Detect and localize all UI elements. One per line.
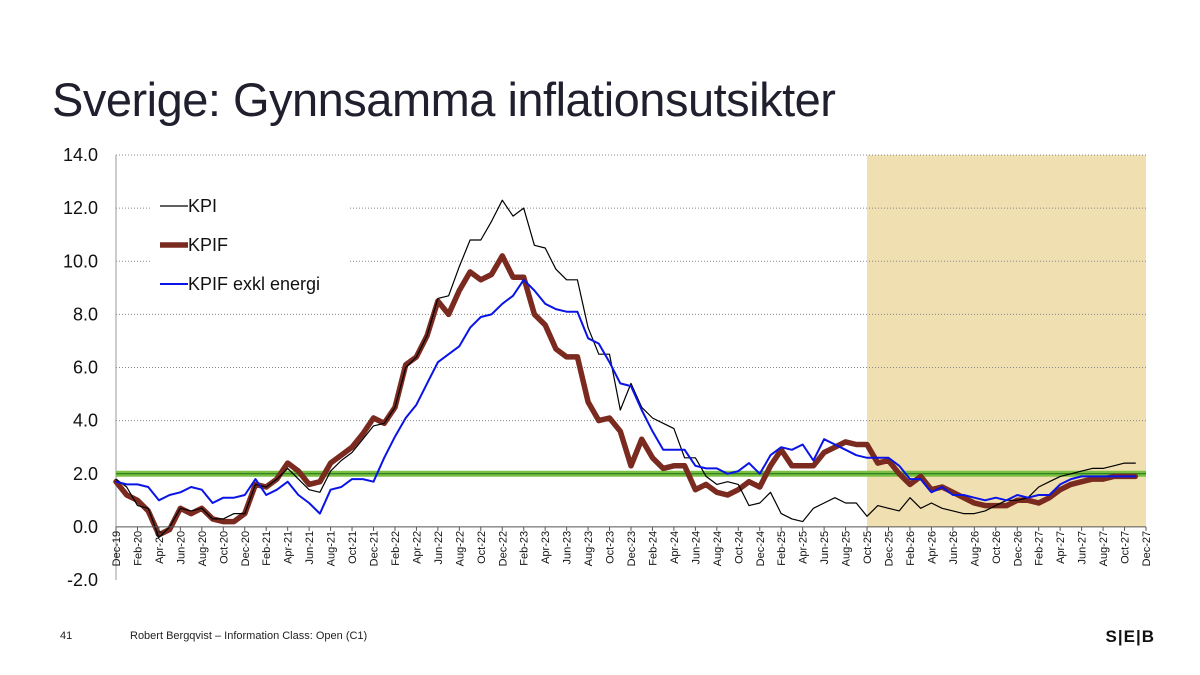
legend-label: KPI [188, 196, 217, 216]
y-axis: 14.0 12.0 10.0 8.0 6.0 4.0 2.0 0.0 -2.0 [63, 145, 117, 590]
series-line-kpif-exkl-energi [115, 278, 1137, 515]
x-tick-label: Oct-24 [733, 531, 745, 564]
x-tick-label: Aug-21 [326, 531, 338, 566]
x-tick-label: Aug-20 [197, 531, 209, 566]
x-tick-label: Apr-27 [1055, 531, 1067, 564]
x-tick-label: Aug-23 [583, 531, 595, 566]
page-number: 41 [60, 630, 73, 642]
x-tick-label: Jun-23 [562, 531, 574, 565]
x-tick-label: Oct-23 [605, 531, 617, 564]
y-tick-label: 2.0 [73, 464, 98, 484]
x-tick-label: Apr-20 [154, 531, 166, 564]
x-tick-label: Oct-27 [1120, 531, 1132, 564]
x-tick-label: Feb-26 [905, 531, 917, 566]
x-tick-label: Jun-22 [433, 531, 445, 565]
footer-text: Robert Bergqvist – Information Class: Op… [130, 630, 368, 642]
x-tick-label: Feb-27 [1034, 531, 1046, 566]
x-tick-label: Apr-23 [540, 531, 552, 564]
x-tick-label: Oct-22 [476, 531, 488, 564]
x-tick-label: Apr-24 [669, 531, 681, 564]
series-line-kpi [115, 199, 1136, 539]
chart-legend: KPI KPIF KPIF exkl energi [150, 180, 350, 300]
chart-series-lines [113, 199, 1139, 539]
x-tick-label: Aug-22 [454, 531, 466, 566]
x-axis: Dec-19 Feb-20 Apr-20 Jun-20 Aug-20 Oct-20 Dec-… [111, 526, 1153, 566]
y-tick-label: -2.0 [67, 570, 98, 590]
x-tick-label: Oct-21 [347, 531, 359, 564]
x-tick-label: Dec-23 [626, 531, 638, 566]
x-tick-label: Jun-26 [948, 531, 960, 565]
y-tick-label: 6.0 [73, 358, 98, 378]
x-tick-label: Apr-22 [411, 531, 423, 564]
target-band [116, 470, 1146, 477]
legend-label: KPIF exkl energi [188, 274, 320, 294]
x-tick-label: Jun-20 [175, 531, 187, 565]
legend-label: KPIF [188, 235, 228, 255]
x-tick-label: Feb-21 [261, 531, 273, 566]
x-tick-label: Feb-25 [776, 531, 788, 566]
y-tick-label: 10.0 [63, 251, 98, 271]
x-tick-label: Dec-27 [1141, 531, 1153, 566]
seb-logo: S|E|B [1105, 627, 1155, 646]
x-tick-label: Feb-24 [647, 531, 659, 566]
x-tick-label: Apr-26 [926, 531, 938, 564]
x-tick-label: Apr-25 [798, 531, 810, 564]
y-tick-label: 14.0 [63, 145, 98, 165]
legend-box [150, 180, 350, 300]
x-tick-label: Feb-23 [519, 531, 531, 566]
x-tick-label: Jun-25 [819, 531, 831, 565]
y-tick-label: 12.0 [63, 198, 98, 218]
series-line-kpif [113, 253, 1139, 538]
x-tick-label: Jun-21 [304, 531, 316, 565]
x-tick-label: Oct-26 [991, 531, 1003, 564]
forecast-shade [867, 155, 1146, 527]
x-tick-label: Dec-22 [497, 531, 509, 566]
x-tick-label: Feb-20 [132, 531, 144, 566]
slide-title: Sverige: Gynnsamma inflationsutsikter [52, 73, 836, 126]
x-tick-label: Dec-19 [111, 531, 123, 566]
x-tick-label: Jun-24 [690, 531, 702, 565]
y-tick-label: 4.0 [73, 411, 98, 431]
y-tick-label: 8.0 [73, 304, 98, 324]
x-tick-label: Dec-21 [369, 531, 381, 566]
y-tick-label: 0.0 [73, 517, 98, 537]
x-tick-label: Aug-27 [1098, 531, 1110, 566]
x-tick-label: Aug-25 [841, 531, 853, 566]
x-tick-label: Aug-24 [712, 531, 724, 566]
x-tick-label: Feb-22 [390, 531, 402, 566]
x-tick-label: Jun-27 [1077, 531, 1089, 565]
x-tick-label: Dec-20 [240, 531, 252, 566]
x-tick-label: Dec-24 [755, 531, 767, 566]
x-tick-label: Oct-20 [218, 531, 230, 564]
x-tick-label: Apr-21 [283, 531, 295, 564]
x-tick-label: Dec-25 [884, 531, 896, 566]
x-tick-label: Aug-26 [969, 531, 981, 566]
x-tick-label: Oct-25 [862, 531, 874, 564]
x-tick-label: Dec-26 [1012, 531, 1024, 566]
